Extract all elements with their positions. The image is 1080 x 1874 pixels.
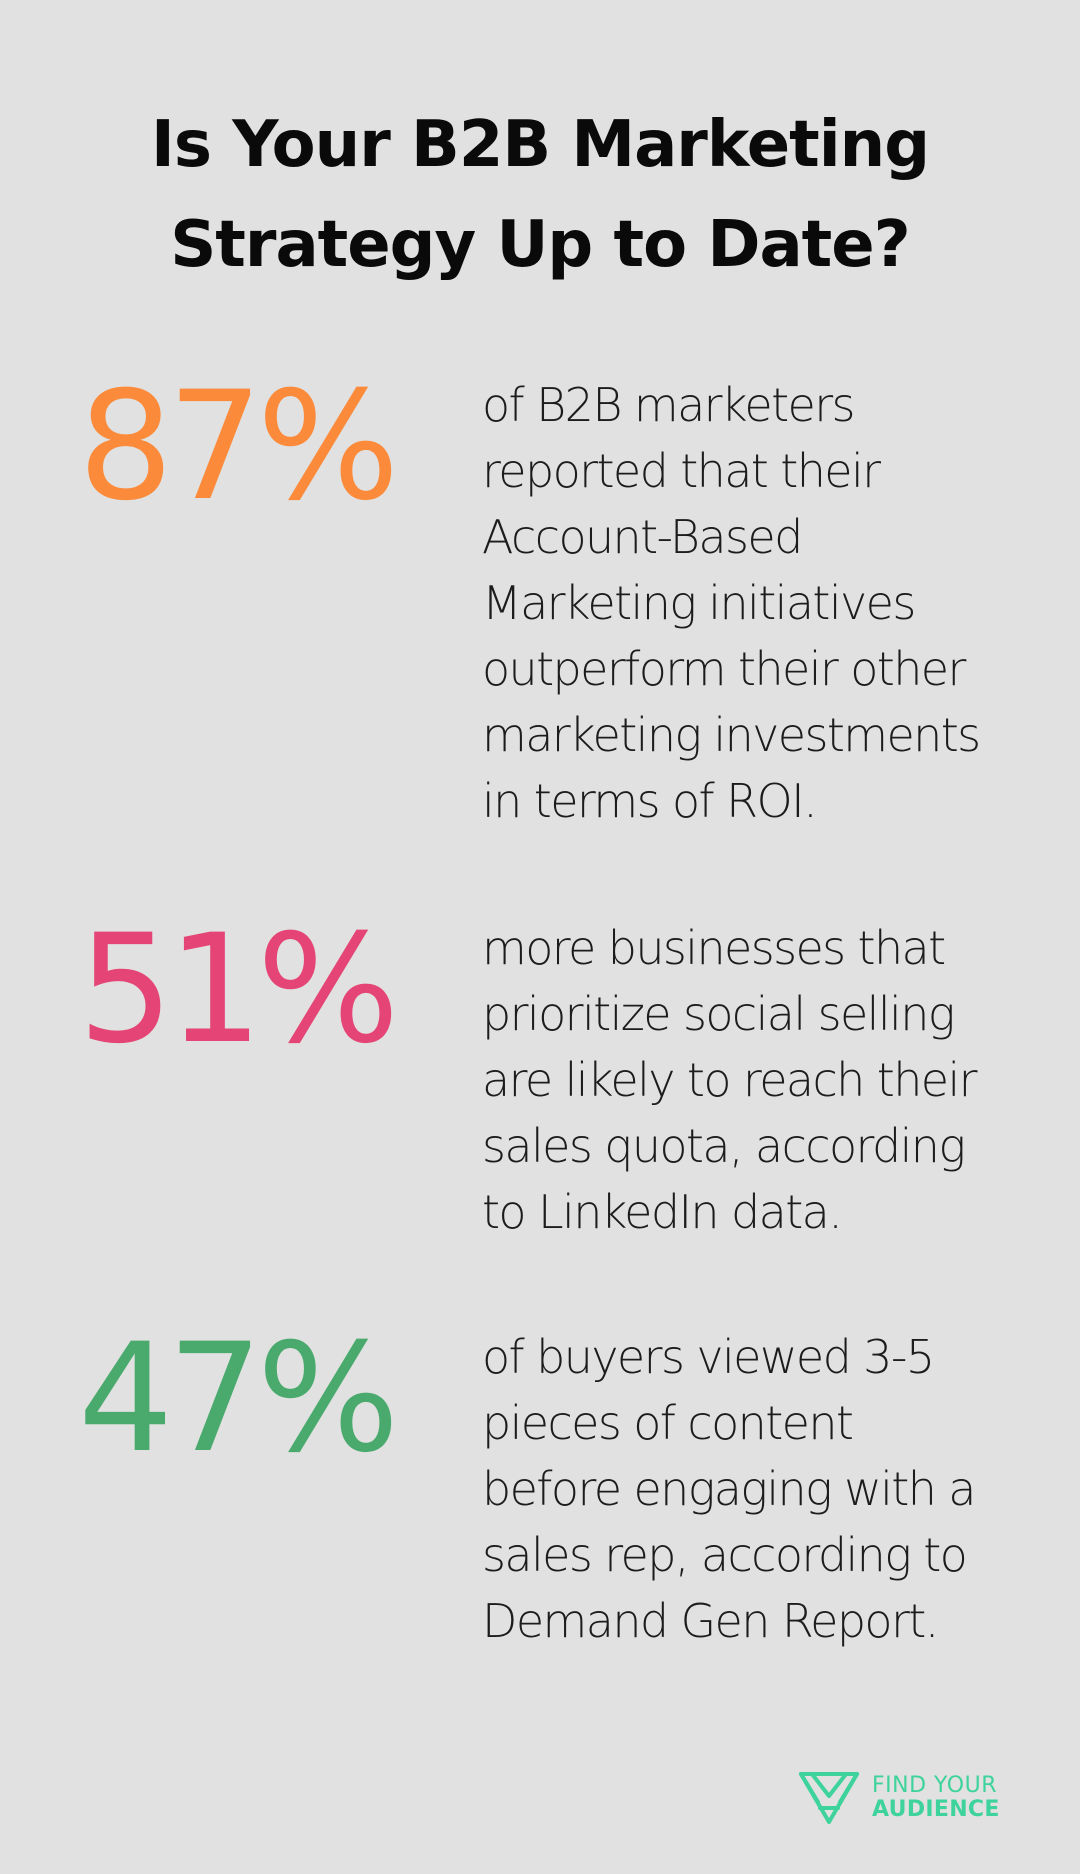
- stat-description-1: of B2B marketers reported that their Acc…: [482, 378, 981, 828]
- brand-line-2: AUDIENCE: [872, 1797, 1000, 1822]
- page-title: Is Your B2B Marketing Strategy Up to Dat…: [0, 95, 1080, 295]
- title-line-1: Is Your B2B Marketing: [151, 108, 930, 182]
- stat-number-2: 51%: [78, 903, 399, 1077]
- stat-description-3: of buyers viewed 3-5 pieces of content b…: [482, 1330, 976, 1648]
- stat-number-3: 47%: [78, 1312, 399, 1486]
- brand-logo-lockup: FIND YOUR AUDIENCE: [798, 1768, 1000, 1828]
- brand-line-1: FIND YOUR: [872, 1773, 997, 1798]
- title-line-2: Strategy Up to Date?: [170, 208, 911, 282]
- brand-name: FIND YOUR AUDIENCE: [872, 1774, 1000, 1822]
- find-your-audience-logo-icon: [799, 1772, 859, 1824]
- stat-description-2: more businesses that prioritize social s…: [482, 921, 978, 1239]
- stat-number-1: 87%: [78, 360, 399, 534]
